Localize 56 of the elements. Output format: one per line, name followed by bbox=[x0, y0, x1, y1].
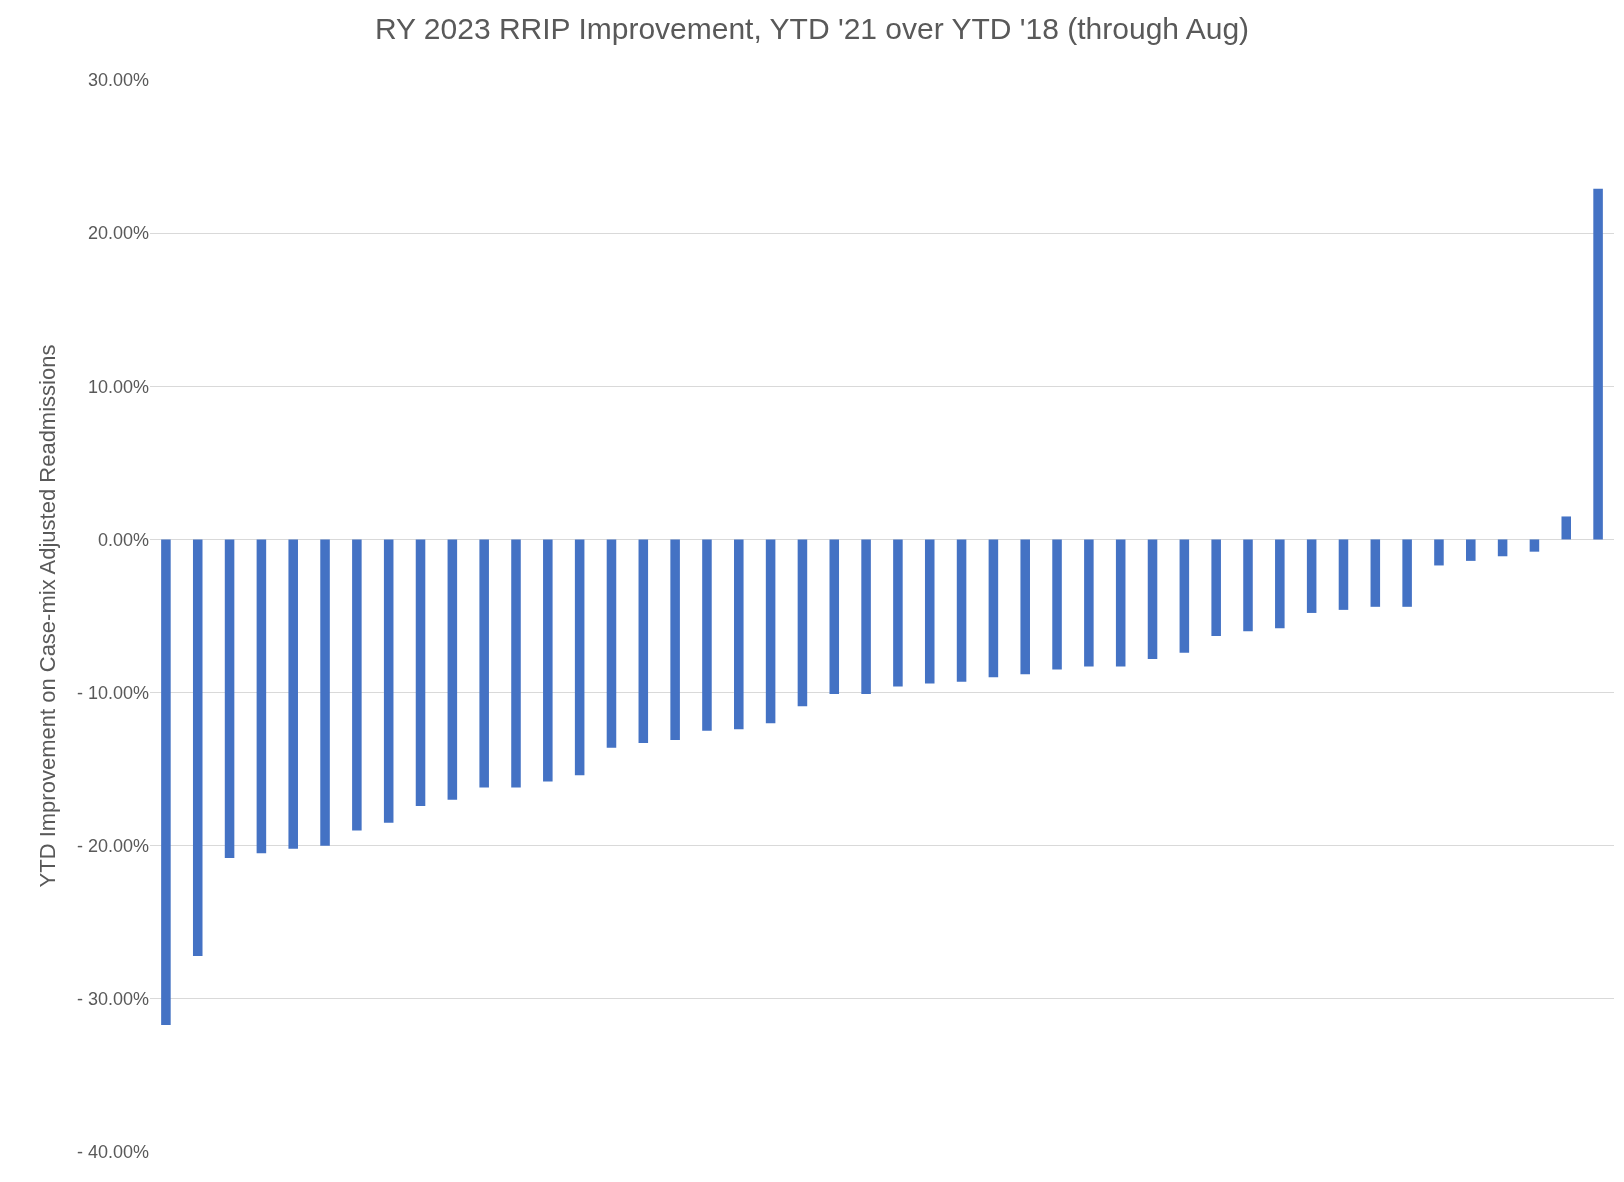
bar bbox=[383, 539, 394, 823]
bar bbox=[1020, 539, 1030, 675]
bar bbox=[1434, 539, 1444, 566]
bar bbox=[415, 539, 426, 806]
bar bbox=[574, 539, 585, 776]
y-tick-label: 0.00% bbox=[97, 529, 149, 550]
bar bbox=[1147, 539, 1158, 659]
bar bbox=[670, 539, 680, 741]
bar bbox=[638, 539, 649, 744]
y-tick-label: 10.00% bbox=[87, 376, 149, 397]
bar bbox=[352, 539, 362, 831]
bar bbox=[893, 539, 903, 687]
bar bbox=[1370, 539, 1381, 607]
y-tick-label: 30.00% bbox=[87, 70, 149, 91]
y-tick-label: - 30.00% bbox=[76, 989, 149, 1010]
bar bbox=[924, 539, 935, 684]
bar bbox=[702, 539, 712, 731]
bar bbox=[1084, 539, 1094, 667]
chart-title: RY 2023 RRIP Improvement, YTD '21 over YTD '18 (through Aug) bbox=[374, 11, 1250, 45]
bar bbox=[1497, 539, 1508, 557]
bar bbox=[479, 539, 489, 788]
bar bbox=[956, 539, 967, 682]
bar bbox=[734, 539, 744, 730]
bar bbox=[1593, 188, 1603, 540]
bar bbox=[861, 539, 871, 695]
bar bbox=[1052, 539, 1062, 670]
bar bbox=[797, 539, 808, 707]
bar bbox=[288, 539, 298, 849]
y-axis-title: YTD Improvement on Case-mix Adjusted Readmissions bbox=[34, 344, 60, 888]
bar bbox=[256, 539, 267, 854]
bar bbox=[1529, 539, 1540, 552]
bar bbox=[192, 539, 203, 956]
bar bbox=[511, 539, 521, 788]
bar bbox=[1561, 516, 1572, 540]
bar bbox=[1211, 539, 1221, 636]
y-tick-label: - 40.00% bbox=[76, 1142, 149, 1163]
bar bbox=[988, 539, 999, 678]
bar bbox=[1115, 539, 1126, 667]
bar bbox=[1466, 539, 1476, 561]
bar bbox=[161, 539, 171, 1025]
bar bbox=[1306, 539, 1317, 613]
bar bbox=[1179, 539, 1190, 653]
bar bbox=[606, 539, 617, 748]
bar bbox=[1243, 539, 1253, 632]
bar bbox=[1338, 539, 1349, 610]
y-tick-label: - 10.00% bbox=[76, 682, 149, 703]
bar bbox=[1402, 539, 1412, 607]
bar bbox=[765, 539, 776, 724]
bar bbox=[447, 539, 458, 800]
y-tick-label: 20.00% bbox=[87, 223, 149, 244]
bar bbox=[829, 539, 840, 695]
bar bbox=[543, 539, 553, 782]
bar bbox=[320, 539, 330, 846]
bar bbox=[224, 539, 235, 858]
y-tick-label: - 20.00% bbox=[76, 836, 149, 857]
bar bbox=[1275, 539, 1285, 629]
